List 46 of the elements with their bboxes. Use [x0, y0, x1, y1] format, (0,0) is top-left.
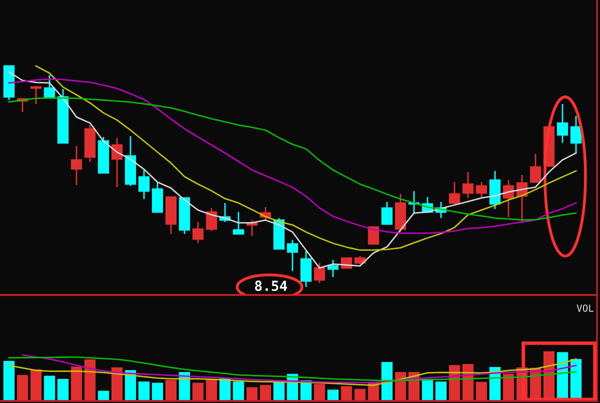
bar: [354, 388, 366, 401]
bar: [246, 387, 258, 401]
candlestick: [489, 170, 501, 210]
candlestick: [152, 181, 164, 214]
bar: [502, 374, 514, 401]
bar: [232, 382, 244, 401]
bar: [138, 382, 150, 401]
bar: [152, 382, 164, 401]
annotation: 8.54: [255, 280, 287, 292]
bar: [44, 376, 56, 401]
bar: [206, 378, 218, 401]
bar: [70, 366, 82, 401]
bar: [435, 382, 447, 401]
candlestick: [448, 181, 460, 206]
candlestick: [138, 169, 150, 200]
candlestick: [570, 115, 582, 154]
candlestick: [300, 250, 312, 288]
bar: [57, 378, 69, 401]
bar: [192, 382, 204, 401]
candlestick: [530, 153, 542, 183]
bar: [327, 390, 339, 401]
text: VOL: [576, 304, 594, 312]
candlestick: [556, 103, 568, 144]
bar: [314, 384, 326, 401]
candlestick: [462, 171, 474, 199]
candlestick: [206, 207, 218, 232]
bar: [476, 382, 488, 401]
candlestick: [232, 211, 244, 235]
bar: [273, 382, 285, 401]
candlestick: [70, 145, 82, 186]
candlestick: [327, 259, 339, 278]
candlestick: [44, 74, 56, 99]
bar: [165, 380, 177, 401]
candlestick: [368, 226, 380, 245]
bar: [16, 375, 28, 401]
bar: [340, 386, 352, 401]
candlestick: [381, 201, 393, 225]
candlestick: [314, 262, 326, 284]
bar: [30, 369, 42, 401]
candlestick: [30, 85, 42, 105]
candlestick: [192, 221, 204, 244]
bar: [84, 359, 96, 401]
candlestick: [286, 239, 298, 272]
bar: [260, 384, 272, 401]
candlestick: [476, 181, 488, 198]
bar: [3, 360, 15, 401]
